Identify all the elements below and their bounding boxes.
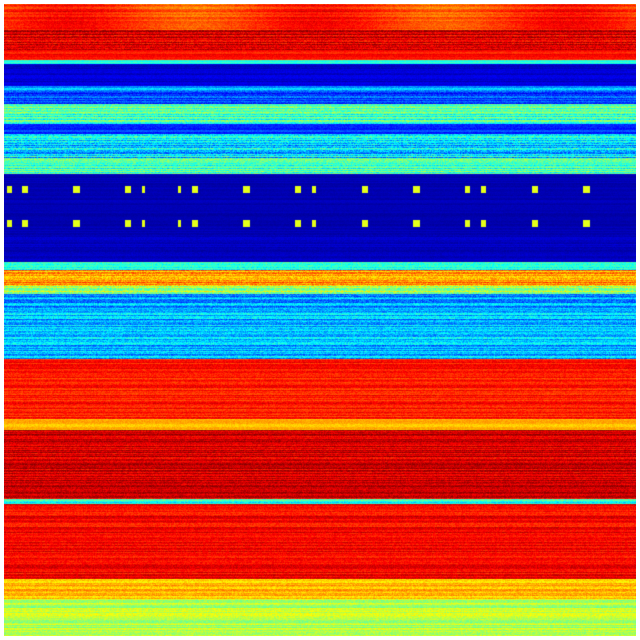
heatmap-image — [4, 4, 636, 636]
